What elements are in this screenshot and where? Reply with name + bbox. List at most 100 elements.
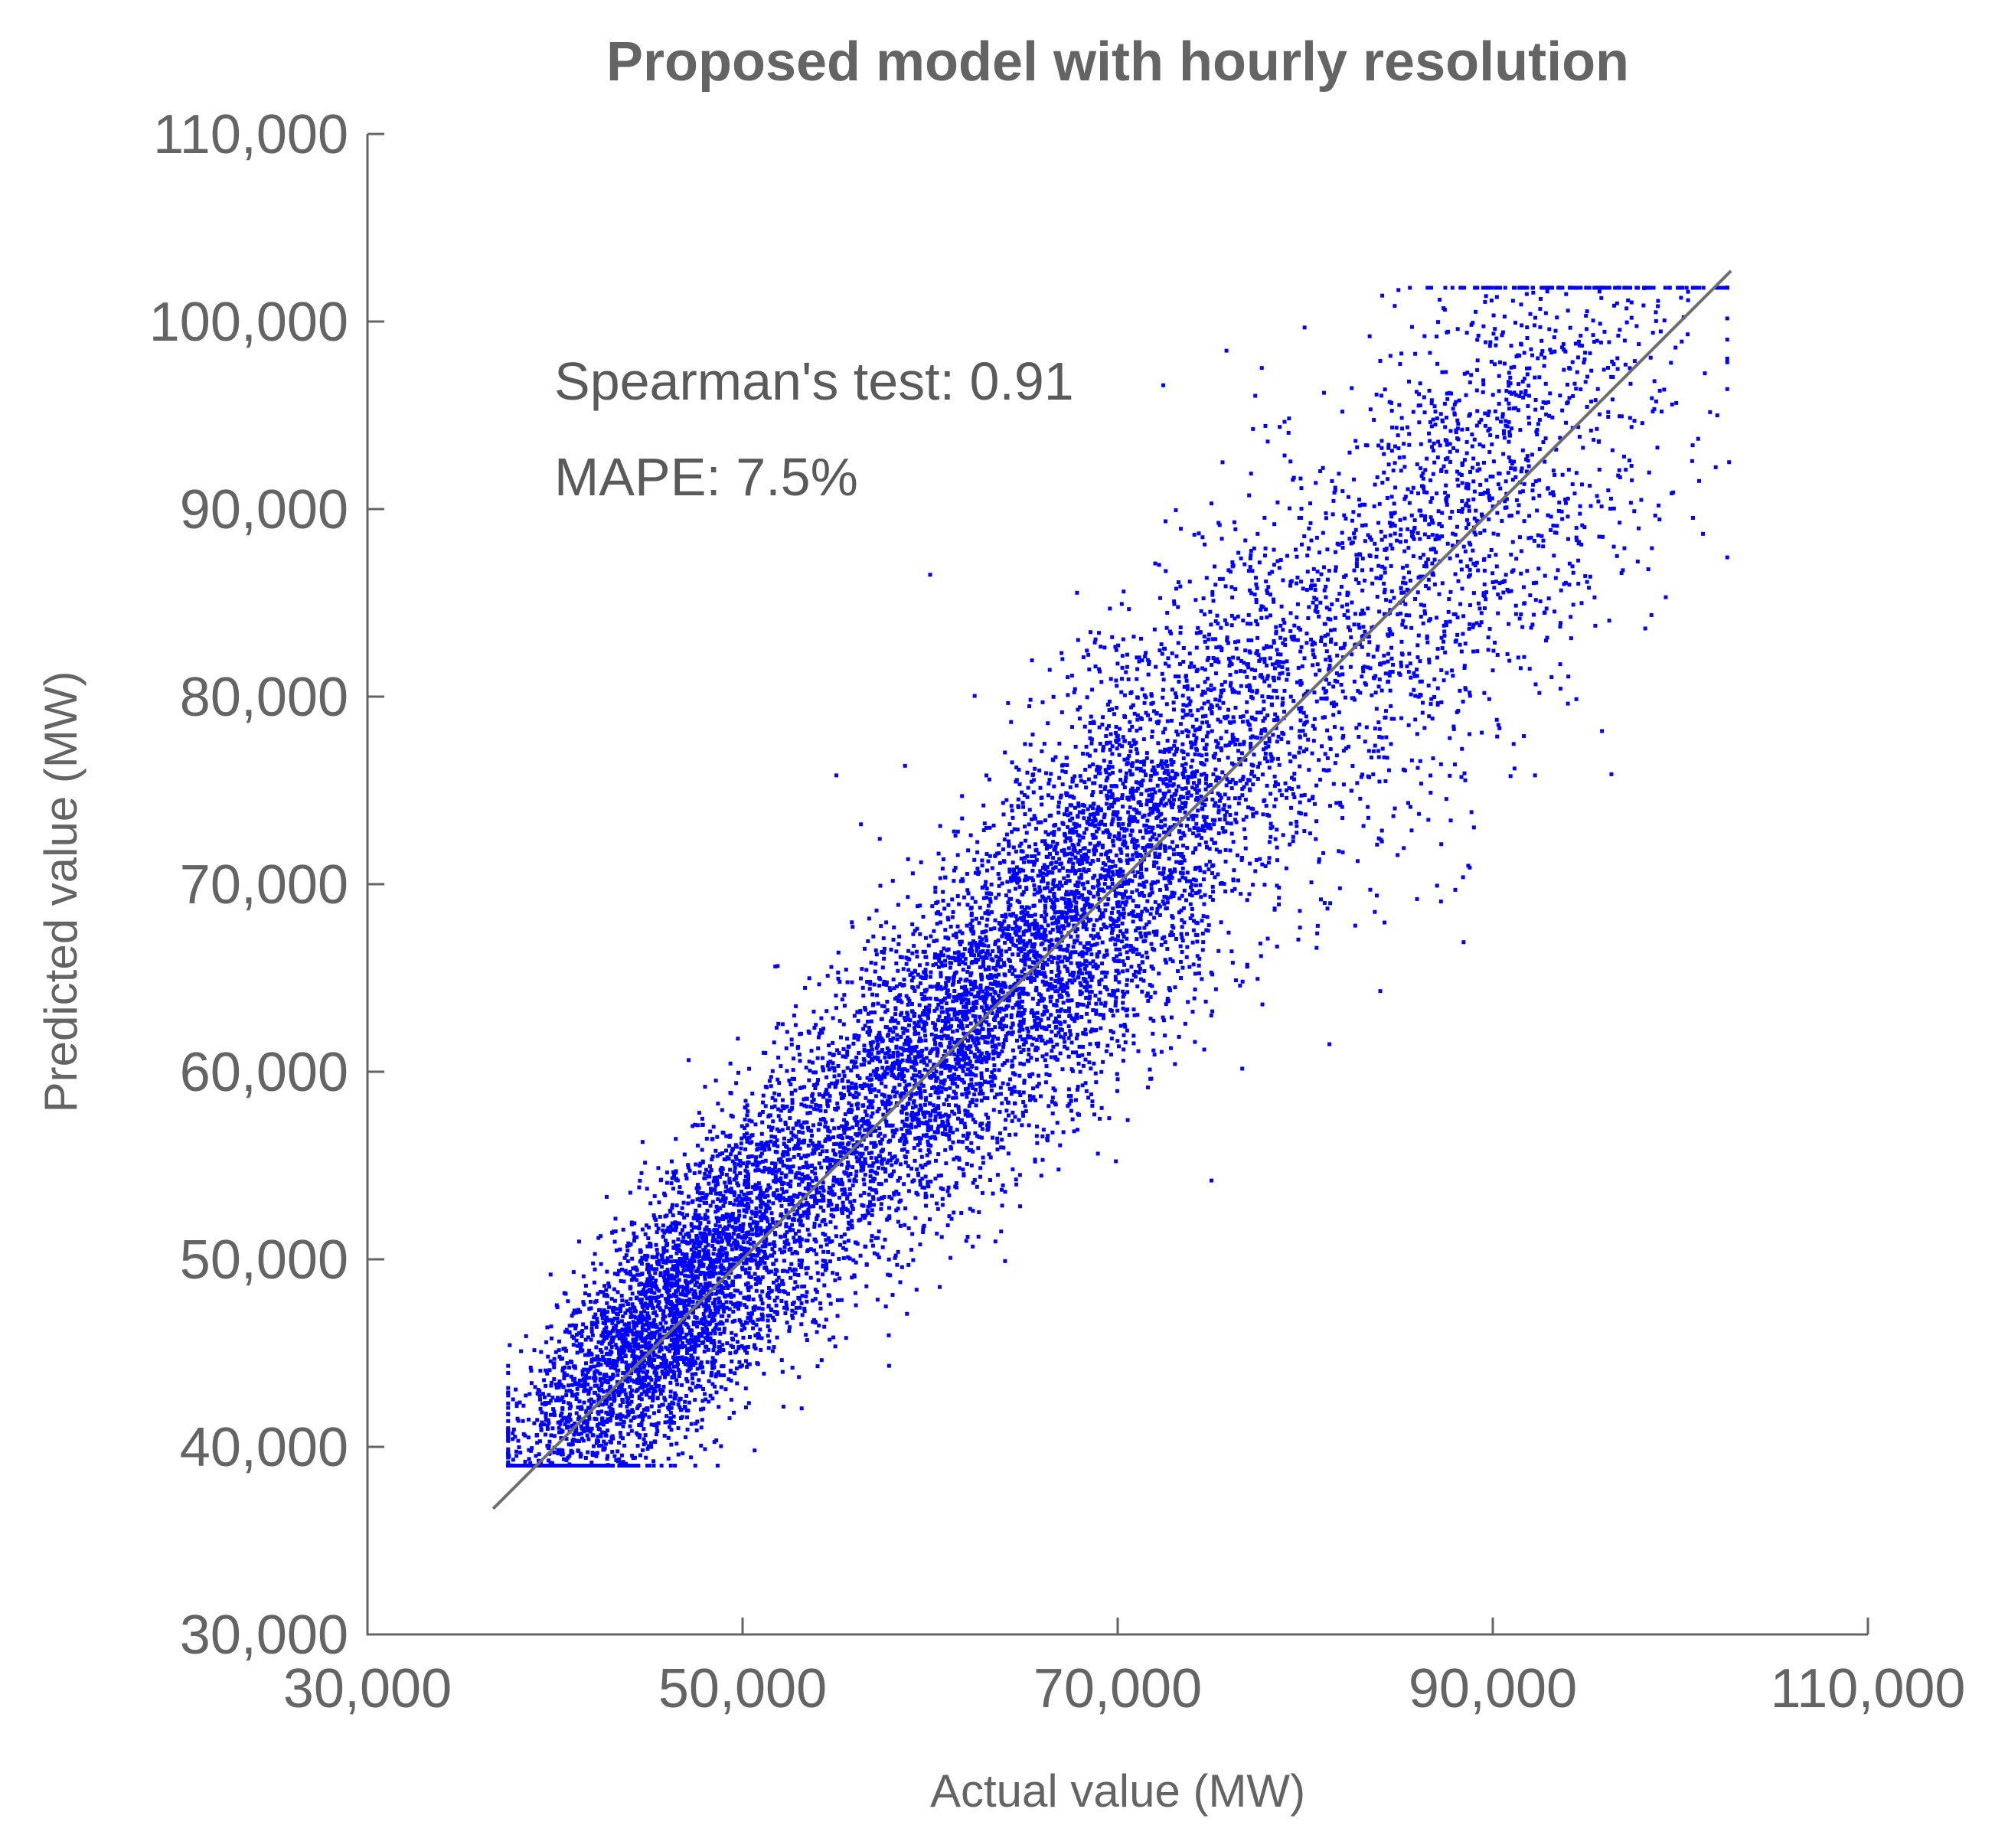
scatter-point <box>1217 817 1222 821</box>
scatter-point <box>1455 449 1459 453</box>
scatter-point <box>629 1272 633 1277</box>
scatter-point <box>1077 895 1082 900</box>
scatter-point <box>1076 1085 1080 1089</box>
scatter-point <box>1015 899 1020 903</box>
scatter-point <box>1609 374 1614 379</box>
scatter-point <box>980 916 984 920</box>
scatter-point <box>662 1372 667 1376</box>
scatter-point <box>1371 749 1376 753</box>
scatter-point <box>1326 616 1331 621</box>
scatter-point <box>1066 1009 1071 1014</box>
scatter-point <box>1646 567 1651 572</box>
scatter-point <box>1260 1002 1265 1007</box>
scatter-point <box>1416 694 1421 699</box>
scatter-point <box>846 1085 851 1089</box>
scatter-point <box>1292 638 1297 642</box>
scatter-point <box>1008 903 1013 907</box>
scatter-point <box>1415 590 1420 595</box>
scatter-point <box>1431 756 1435 761</box>
scatter-point <box>1230 778 1235 782</box>
scatter-point <box>926 1011 930 1016</box>
scatter-point <box>971 1180 975 1185</box>
scatter-point <box>1380 828 1384 833</box>
scatter-point <box>1238 762 1242 767</box>
scatter-point <box>1248 685 1252 690</box>
scatter-point <box>506 1393 511 1398</box>
scatter-point <box>1046 988 1050 992</box>
scatter-point <box>1103 785 1108 789</box>
scatter-point <box>598 1371 602 1376</box>
scatter-point <box>784 1222 789 1226</box>
scatter-point <box>595 1317 599 1321</box>
scatter-point <box>1174 937 1178 942</box>
scatter-point <box>1115 938 1120 942</box>
scatter-point <box>1025 1027 1030 1031</box>
scatter-point <box>1172 707 1177 712</box>
scatter-point <box>1422 726 1427 730</box>
scatter-point <box>1193 752 1197 756</box>
scatter-point <box>1089 822 1094 827</box>
scatter-point <box>1212 803 1216 808</box>
scatter-point <box>1462 665 1467 670</box>
scatter-point <box>1011 1110 1015 1115</box>
scatter-point <box>1337 472 1341 476</box>
scatter-point <box>1487 449 1492 454</box>
scatter-point <box>895 1058 900 1063</box>
scatter-point <box>1148 778 1153 782</box>
scatter-point <box>845 1053 850 1057</box>
scatter-point <box>1228 672 1233 677</box>
scatter-point <box>1087 975 1092 979</box>
scatter-point <box>854 1122 859 1127</box>
scatter-point <box>1116 891 1121 896</box>
scatter-point <box>1015 871 1020 876</box>
scatter-point <box>880 1004 884 1008</box>
scatter-point <box>1564 420 1569 425</box>
scatter-point <box>954 1095 958 1100</box>
scatter-point <box>1138 977 1143 981</box>
scatter-point <box>744 1282 749 1287</box>
scatter-point <box>1098 771 1102 775</box>
scatter-point <box>1267 736 1272 741</box>
scatter-point <box>782 1245 787 1249</box>
scatter-point <box>1246 665 1251 670</box>
scatter-point <box>1497 360 1502 364</box>
scatter-point <box>790 1223 795 1227</box>
scatter-point <box>1233 796 1237 801</box>
scatter-point <box>850 1081 854 1086</box>
scatter-point <box>635 1272 640 1277</box>
scatter-point <box>789 1179 793 1184</box>
scatter-point <box>1095 808 1099 812</box>
scatter-point <box>648 1395 652 1399</box>
scatter-point <box>1374 554 1379 559</box>
scatter-point <box>704 1272 709 1276</box>
scatter-point <box>982 821 987 826</box>
scatter-point <box>1195 784 1200 789</box>
scatter-point <box>1109 1007 1113 1012</box>
scatter-point <box>1049 1055 1053 1059</box>
scatter-point <box>658 1364 662 1369</box>
scatter-point <box>1397 455 1402 460</box>
scatter-point <box>785 1030 789 1034</box>
scatter-point <box>775 1144 780 1148</box>
scatter-point <box>1027 1094 1032 1099</box>
scatter-point <box>1087 1019 1092 1024</box>
scatter-point <box>1066 993 1070 997</box>
scatter-point <box>1263 423 1268 428</box>
scatter-point <box>913 1125 918 1129</box>
scatter-point <box>680 1345 684 1350</box>
scatter-point <box>1064 892 1069 896</box>
scatter-point <box>670 1176 674 1180</box>
scatter-point <box>1030 997 1035 1001</box>
scatter-point <box>1060 883 1064 888</box>
scatter-point <box>940 867 945 871</box>
scatter-point <box>695 1295 700 1300</box>
scatter-point <box>1249 741 1253 746</box>
scatter-point <box>944 1098 949 1102</box>
scatter-point <box>1226 707 1231 712</box>
scatter-point <box>890 1123 895 1128</box>
scatter-point <box>903 1086 908 1090</box>
scatter-point <box>606 1389 610 1393</box>
scatter-point <box>1187 664 1192 669</box>
scatter-point <box>1106 806 1111 811</box>
scatter-point <box>874 1076 879 1080</box>
